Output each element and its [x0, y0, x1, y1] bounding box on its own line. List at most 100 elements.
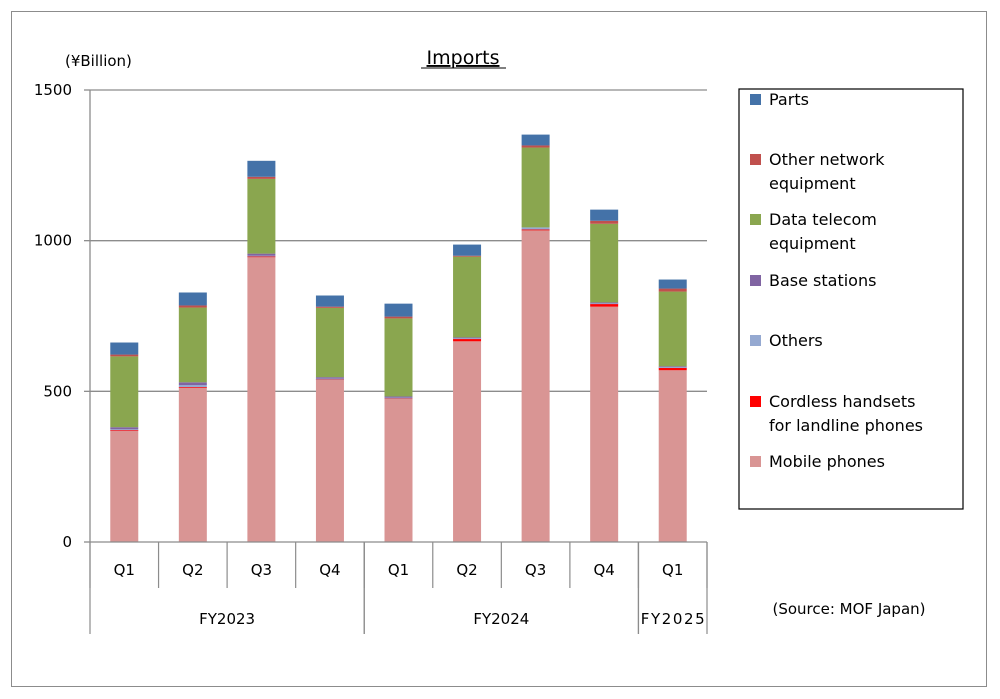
bar-segment-others: [521, 227, 550, 230]
y-tick-labels: 0 500 1000 1500: [34, 81, 72, 551]
bar-segment-parts: [110, 342, 139, 355]
bar-stack: [178, 292, 207, 542]
bar-segment-data-telecom-equipment: [521, 147, 550, 228]
bar-segment-data-telecom-equipment: [315, 307, 344, 378]
x-tick-label: Q1: [662, 561, 683, 579]
bar-segment-data-telecom-equipment: [384, 318, 413, 397]
legend-item: Data telecom equipment: [750, 210, 877, 253]
x-tick-label: Q3: [251, 561, 272, 579]
legend-label: Mobile phones: [769, 452, 885, 471]
bar-segment-base-stations: [315, 377, 344, 379]
bar-segment-other-network-equipment: [590, 220, 619, 224]
bar-segment-mobile-phones: [384, 398, 413, 542]
bar-stack: [453, 244, 482, 542]
bar-segment-mobile-phones: [110, 430, 139, 542]
bar-segment-other-network-equipment: [247, 176, 276, 179]
bar-segment-cordless-handsets-for-landline-phones: [590, 303, 619, 307]
bar-segment-others: [315, 378, 344, 380]
legend-label: Cordless handsets: [769, 392, 916, 411]
bar-stack: [590, 209, 619, 542]
bar-segment-base-stations: [384, 396, 413, 398]
bar-stack: [247, 160, 276, 542]
bar-segment-data-telecom-equipment: [178, 307, 207, 383]
bar-segment-mobile-phones: [658, 370, 687, 542]
bar-segment-cordless-handsets-for-landline-phones: [453, 338, 482, 342]
legend-label: Parts: [769, 90, 809, 109]
legend-label: Data telecom: [769, 210, 877, 229]
bar-segment-parts: [247, 160, 276, 177]
bar-segment-others: [247, 255, 276, 257]
x-tick-label: Q2: [456, 561, 477, 579]
x-tick-label: Q1: [388, 561, 409, 579]
legend-swatch: [750, 335, 761, 346]
bar-segment-parts: [315, 295, 344, 307]
bar-segment-mobile-phones: [453, 341, 482, 542]
bar-segment-data-telecom-equipment: [110, 356, 139, 428]
bar-segment-others: [658, 367, 687, 369]
bar-stack: [521, 134, 550, 542]
bar-segment-base-stations: [658, 366, 687, 368]
legend: Parts Other network equipment Data telecom e…: [738, 88, 964, 510]
bar-segment-cordless-handsets-for-landline-phones: [110, 430, 139, 432]
bar-segment-other-network-equipment: [384, 316, 413, 319]
bar-segment-base-stations: [110, 427, 139, 430]
y-tick-label: 500: [43, 382, 72, 400]
x-group-label: FY2024: [473, 610, 529, 628]
legend-item: Mobile phones: [750, 452, 885, 471]
bar-segment-base-stations: [247, 253, 276, 256]
bar-segment-cordless-handsets-for-landline-phones: [521, 229, 550, 231]
bar-stack: [110, 342, 139, 542]
legend-item: Base stations: [750, 271, 876, 290]
x-tick-label: Q4: [593, 561, 614, 579]
source-note: (Source: MOF Japan): [772, 600, 925, 618]
axes: [84, 89, 707, 543]
legend-swatch: [750, 275, 761, 286]
x-group-label: FY2023: [199, 610, 255, 628]
bar-segment-data-telecom-equipment: [590, 223, 619, 303]
legend-label-cont: equipment: [769, 234, 856, 253]
bar-segment-data-telecom-equipment: [247, 178, 276, 254]
bar-segment-mobile-phones: [315, 379, 344, 542]
legend-swatch: [750, 214, 761, 225]
bar-segment-others: [590, 303, 619, 305]
y-tick-label: 1000: [34, 232, 72, 250]
x-category-labels: Q1 Q2 Q3 Q4 Q1 Q2 Q3 Q4 Q1 FY2023 FY2024 FY2025: [89, 542, 708, 634]
legend-label: Others: [769, 331, 823, 350]
bar-segment-mobile-phones: [590, 306, 619, 542]
bar-stack: [315, 295, 344, 542]
bar-segment-mobile-phones: [247, 256, 276, 542]
bar-segment-cordless-handsets-for-landline-phones: [658, 367, 687, 371]
chart-title: Imports: [427, 47, 500, 69]
y-axis-unit-label: (¥Billion): [65, 52, 132, 70]
bar-segment-others: [178, 385, 207, 388]
bar-segment-data-telecom-equipment: [453, 256, 482, 338]
bar-segment-base-stations: [178, 382, 207, 386]
bars: [110, 134, 687, 542]
bar-segment-other-network-equipment: [521, 145, 550, 148]
bar-segment-parts: [384, 303, 413, 317]
bar-segment-other-network-equipment: [110, 354, 139, 357]
bar-segment-parts: [590, 209, 619, 221]
legend-item: Others: [750, 331, 823, 350]
y-tick-label: 1500: [34, 81, 72, 99]
legend-item: Parts: [750, 90, 809, 109]
bar-stack: [658, 279, 687, 542]
legend-label-cont: equipment: [769, 174, 856, 193]
legend-box: [738, 88, 964, 510]
bar-segment-base-stations: [590, 302, 619, 304]
bar-segment-data-telecom-equipment: [658, 291, 687, 367]
bar-segment-parts: [658, 279, 687, 289]
legend-label-cont: for landline phones: [769, 416, 923, 435]
bar-segment-other-network-equipment: [453, 255, 482, 257]
x-tick-label: Q4: [319, 561, 340, 579]
x-tick-label: Q3: [525, 561, 546, 579]
x-tick-label: Q1: [114, 561, 135, 579]
legend-swatch: [750, 154, 761, 165]
legend-label: Other network: [769, 150, 885, 169]
legend-item: Other network equipment: [750, 150, 885, 193]
bar-segment-parts: [521, 134, 550, 146]
bar-segment-others: [110, 429, 139, 431]
legend-item: Cordless handsets for landline phones: [750, 392, 923, 435]
bar-segment-others: [384, 397, 413, 399]
